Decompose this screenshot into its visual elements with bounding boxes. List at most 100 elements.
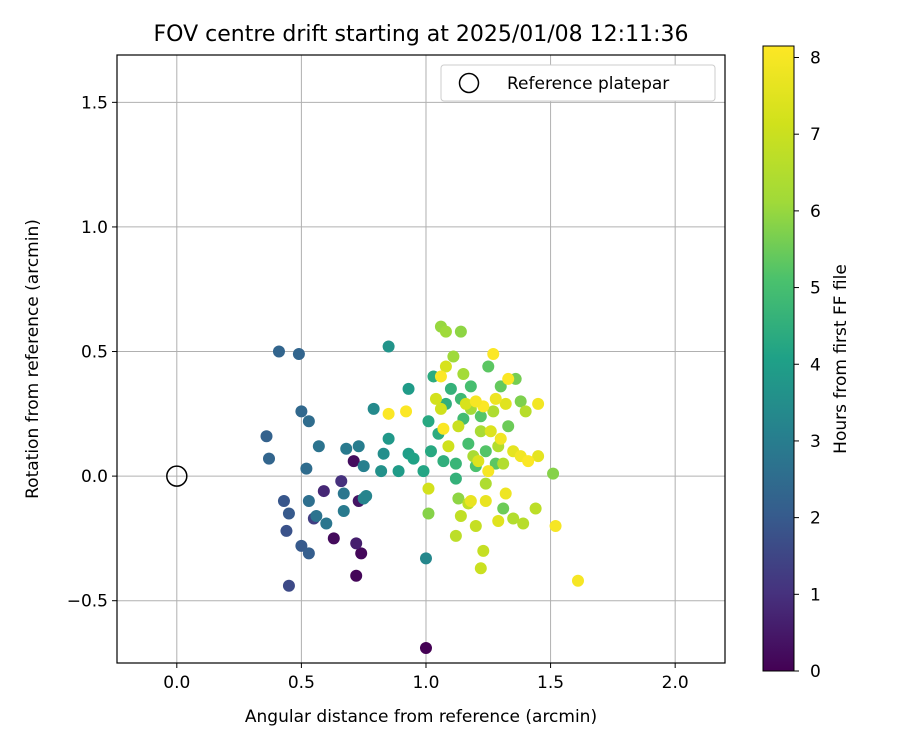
scatter-point	[417, 465, 430, 478]
scatter-point	[519, 405, 532, 418]
colorbar-ticks: 0 1 2 3 4 5 6 7 8	[794, 49, 821, 682]
scatter-point	[434, 402, 447, 415]
plot-frame	[116, 54, 726, 664]
grid	[117, 55, 725, 663]
x-axis: 0.0 0.5 1.0 1.5 2.0	[163, 663, 689, 693]
scatter-point	[449, 457, 462, 470]
colorbar-tick-label: 5	[810, 279, 821, 299]
scatter-point	[422, 482, 435, 495]
scatter-point	[317, 485, 330, 498]
scatter-point	[499, 487, 512, 500]
scatter-point	[350, 537, 363, 550]
scatter-point	[419, 642, 432, 655]
plot-background	[117, 55, 725, 663]
scatter-point	[502, 420, 515, 433]
scatter-point	[502, 372, 515, 385]
scatter-point	[449, 472, 462, 485]
scatter-point	[282, 579, 295, 592]
scatter-point	[477, 544, 490, 557]
scatter-point	[327, 532, 340, 545]
y-tick-label: 1.0	[81, 218, 108, 238]
scatter-point	[402, 382, 415, 395]
scatter-point	[422, 415, 435, 428]
scatter-point	[489, 392, 502, 405]
scatter-point	[419, 552, 432, 565]
plot-area	[116, 54, 726, 664]
scatter-point	[444, 382, 457, 395]
scatter-point	[474, 562, 487, 575]
x-tick-label: 1.0	[412, 673, 439, 693]
scatter-point	[272, 345, 285, 358]
scatter-point	[439, 360, 452, 373]
scatter-point	[454, 509, 467, 522]
scatter-point	[347, 455, 360, 468]
scatter-point	[571, 574, 584, 587]
scatter-point	[382, 407, 395, 420]
colorbar-tick-label: 4	[810, 355, 821, 375]
scatter-point	[517, 517, 530, 530]
scatter-point	[492, 514, 505, 527]
scatter-point	[437, 422, 450, 435]
x-axis-label: Angular distance from reference (arcmin)	[245, 707, 597, 727]
scatter-point	[382, 340, 395, 353]
scatter-point	[469, 395, 482, 408]
scatter-point	[422, 507, 435, 520]
scatter-point	[400, 405, 413, 418]
chart-title: FOV centre drift starting at 2025/01/08 …	[154, 22, 689, 47]
scatter-point	[479, 445, 492, 458]
scatter-point	[302, 547, 315, 560]
scatter-point	[494, 432, 507, 445]
scatter-point	[335, 475, 348, 488]
scatter-point	[459, 397, 472, 410]
scatter-point	[263, 452, 275, 465]
scatter-point	[482, 465, 495, 478]
reference-marker	[166, 465, 188, 487]
scatter-point	[462, 437, 475, 450]
scatter-point	[507, 512, 520, 525]
scatter-point	[529, 502, 542, 515]
colorbar-tick-label: 7	[810, 125, 821, 145]
scatter-point	[457, 367, 470, 380]
scatter-point	[447, 350, 460, 363]
scatter-point	[282, 507, 295, 520]
scatter-points	[260, 320, 584, 655]
scatter-point	[474, 425, 487, 438]
colorbar-tick-label: 3	[810, 432, 821, 452]
y-tick-label: 0.5	[81, 343, 108, 363]
scatter-point	[522, 455, 535, 468]
scatter-point	[497, 502, 510, 515]
x-tick-label: 0.5	[288, 673, 315, 693]
scatter-point	[350, 569, 363, 582]
scatter-point	[464, 495, 477, 508]
scatter-point	[437, 455, 450, 468]
scatter-point	[434, 370, 447, 383]
scatter-point	[302, 415, 315, 428]
scatter-point	[469, 519, 482, 532]
scatter-point	[482, 360, 495, 373]
scatter-point	[337, 487, 350, 500]
scatter-point	[549, 519, 562, 532]
scatter-point	[340, 442, 353, 455]
y-axis-label: Rotation from reference (arcmin)	[23, 219, 43, 499]
scatter-point	[337, 505, 350, 517]
scatter-point	[474, 410, 487, 423]
legend-entry-reference: Reference platepar	[507, 74, 669, 94]
y-axis: −0.5 0.0 0.5 1.0 1.5	[67, 93, 117, 612]
scatter-point	[355, 547, 368, 560]
scatter-point	[407, 452, 420, 465]
scatter-point	[499, 397, 512, 410]
scatter-point	[454, 325, 467, 338]
scatter-point	[479, 477, 492, 490]
scatter-point	[292, 348, 305, 361]
scatter-point	[302, 495, 315, 508]
scatter-point	[280, 524, 293, 537]
legend: Reference platepar	[440, 64, 716, 102]
colorbar-tick-label: 1	[810, 585, 821, 605]
scatter-point	[452, 420, 465, 433]
scatter-point	[312, 440, 325, 453]
scatter-point	[532, 397, 545, 410]
scatter-point	[442, 440, 455, 453]
scatter-point	[494, 380, 507, 393]
y-tick-label: 1.5	[81, 93, 108, 113]
